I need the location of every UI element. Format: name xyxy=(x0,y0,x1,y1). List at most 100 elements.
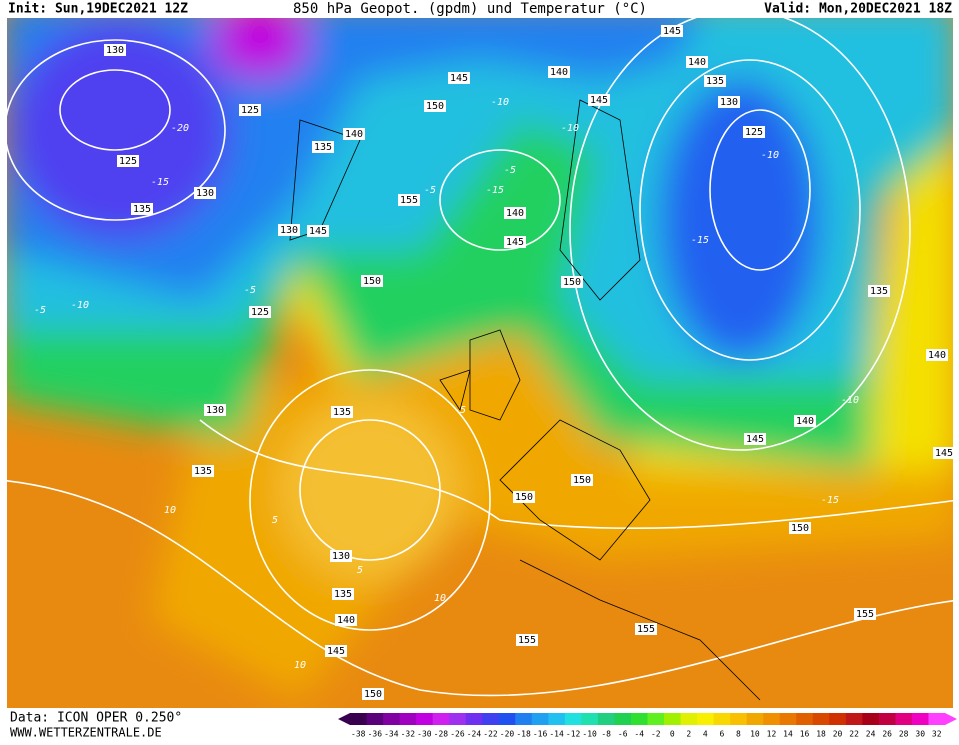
temperature-label: -20 xyxy=(171,123,189,134)
scale-swatch xyxy=(366,713,384,725)
cold-low xyxy=(280,400,460,580)
temperature-label: -10 xyxy=(561,123,579,134)
temperature-label: 10 xyxy=(294,660,306,671)
contour-label-box xyxy=(686,56,708,68)
scale-label: -6 xyxy=(618,730,628,739)
contour-label: 145 xyxy=(327,646,345,657)
scale-swatch xyxy=(449,713,467,725)
contour-label-box xyxy=(192,465,214,477)
contour-label-box xyxy=(504,236,526,248)
contour-label: 145 xyxy=(663,26,681,37)
contour-label: 145 xyxy=(309,226,327,237)
temperature-label: -10 xyxy=(841,395,859,406)
scale-label: 22 xyxy=(849,730,859,739)
scale-label: -16 xyxy=(533,730,548,739)
scale-label: 12 xyxy=(767,730,777,739)
scale-swatch xyxy=(482,713,500,725)
scale-swatch xyxy=(928,713,946,725)
valid-time: Valid: Mon,20DEC2021 18Z xyxy=(764,2,952,17)
contour-label: 140 xyxy=(337,615,355,626)
scale-swatch xyxy=(531,713,549,725)
contour-label: 150 xyxy=(573,475,591,486)
contour-label: 145 xyxy=(746,434,764,445)
contour-label-box xyxy=(325,645,347,657)
contours xyxy=(7,18,953,697)
contour-label-box xyxy=(331,406,353,418)
scale-label: -28 xyxy=(434,730,449,739)
scale-swatch xyxy=(680,713,698,725)
contour xyxy=(7,39,226,221)
contour-label-box xyxy=(718,96,740,108)
temperature-label: 5 xyxy=(272,515,278,526)
coastlines xyxy=(289,99,761,701)
temperature-label: -15 xyxy=(821,495,839,506)
scale-label: -24 xyxy=(467,730,482,739)
contour-label: 155 xyxy=(518,635,536,646)
contour-label: 145 xyxy=(450,73,468,84)
contour-label: 150 xyxy=(563,277,581,288)
contour-label: 135 xyxy=(333,407,351,418)
contour-label: 130 xyxy=(720,97,738,108)
scale-arrow-left xyxy=(338,713,350,725)
contour-label: 135 xyxy=(334,589,352,600)
scale-swatch xyxy=(664,713,682,725)
temperature-label: -15 xyxy=(691,235,709,246)
contour-label: 140 xyxy=(506,208,524,219)
scale-swatch xyxy=(383,713,401,725)
contour-label-box xyxy=(926,349,948,361)
init-time: Init: Sun,19DEC2021 12Z xyxy=(8,2,188,17)
contour-label-box xyxy=(194,187,216,199)
temperature-label: -5 xyxy=(244,285,256,296)
contour-label: 135 xyxy=(870,286,888,297)
scale-label: -26 xyxy=(450,730,465,739)
contour-label: 145 xyxy=(506,237,524,248)
contour-label: 125 xyxy=(251,307,269,318)
temperature-label: -15 xyxy=(486,185,504,196)
scale-swatch xyxy=(564,713,582,725)
contour-label-box xyxy=(239,104,261,116)
contour-label-box xyxy=(332,588,354,600)
scale-label: -14 xyxy=(549,730,564,739)
contour-label-box xyxy=(794,415,816,427)
scale-label: -38 xyxy=(351,730,366,739)
contour-label: 140 xyxy=(345,129,363,140)
temperature-label: -5 xyxy=(34,305,46,316)
contour-label: 135 xyxy=(706,76,724,87)
temperature-label: 10 xyxy=(164,505,176,516)
contour-label: 140 xyxy=(550,67,568,78)
scale-swatch xyxy=(730,713,748,725)
contour-label: 135 xyxy=(314,142,332,153)
scale-swatch xyxy=(829,713,847,725)
contour-label-box xyxy=(661,25,683,37)
contour-label: 150 xyxy=(515,492,533,503)
contour-label-box xyxy=(516,634,538,646)
contour xyxy=(59,69,171,151)
scale-label: 26 xyxy=(882,730,892,739)
scale-swatch xyxy=(779,713,797,725)
temperature-field xyxy=(7,18,953,700)
contour-label-box xyxy=(548,66,570,78)
contour-label: 155 xyxy=(856,609,874,620)
blue-core xyxy=(660,80,820,360)
contour-label-box xyxy=(424,100,446,112)
temperature-label: 5 xyxy=(357,565,363,576)
scale-swatch xyxy=(697,713,715,725)
scale-label: -12 xyxy=(566,730,581,739)
contour-label: 155 xyxy=(637,624,655,635)
color-scale: -38 -36 -34 -32 -30 -28 -26 -24 -22 -20 -18 -16 -14-… xyxy=(338,713,957,739)
scale-label: -18 xyxy=(516,730,531,739)
contour-label-box xyxy=(933,447,955,459)
contour-label-box xyxy=(588,94,610,106)
scale-swatch xyxy=(515,713,533,725)
scale-swatch xyxy=(597,713,615,725)
scale-swatch xyxy=(845,713,863,725)
contour xyxy=(439,149,561,251)
scale-swatch xyxy=(630,713,648,725)
scale-label: 0 xyxy=(670,730,675,739)
temperature-label: -10 xyxy=(761,150,779,161)
scale-swatch xyxy=(763,713,781,725)
scale-swatch xyxy=(432,713,450,725)
contour-label-box xyxy=(448,72,470,84)
contour-label: 150 xyxy=(364,689,382,700)
scale-label: 20 xyxy=(833,730,843,739)
